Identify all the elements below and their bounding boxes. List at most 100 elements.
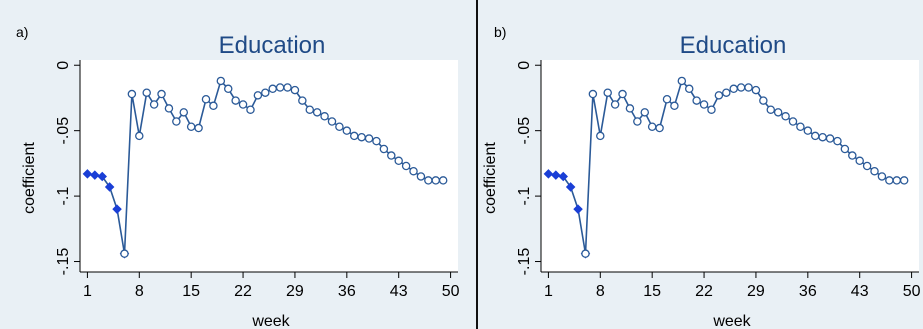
data-point-circle xyxy=(588,89,598,99)
x-tick-label: 43 xyxy=(390,283,408,300)
data-point-diamond xyxy=(82,169,93,179)
data-point-circle xyxy=(127,89,137,99)
data-point-circle xyxy=(788,117,798,126)
data-point-diamond xyxy=(565,182,576,192)
data-point-circle xyxy=(335,122,344,131)
data-point-circle xyxy=(862,161,872,171)
x-tick-label: 36 xyxy=(799,283,817,300)
data-point-circle xyxy=(899,176,909,185)
data-point-circle xyxy=(387,151,396,160)
data-point-circle xyxy=(692,96,701,105)
data-point-circle xyxy=(729,84,738,94)
x-tick-label: 50 xyxy=(442,283,460,300)
data-point-circle xyxy=(401,161,411,171)
data-point-circle xyxy=(283,83,292,92)
x-tick-label: 29 xyxy=(747,283,765,300)
data-point-circle xyxy=(744,83,753,92)
data-point-circle xyxy=(714,91,724,100)
data-point-circle xyxy=(773,108,783,117)
data-point-circle xyxy=(655,123,664,133)
chart-title: Education xyxy=(219,32,326,59)
data-point-circle xyxy=(209,101,218,111)
data-point-circle xyxy=(892,176,902,185)
data-point-circle xyxy=(848,151,857,160)
y-axis-title: coefficient xyxy=(482,142,499,214)
data-point-circle xyxy=(135,131,144,141)
data-point-circle xyxy=(298,96,307,105)
data-point-circle xyxy=(707,105,716,114)
data-point-circle xyxy=(640,108,650,117)
data-point-diamond xyxy=(573,204,583,214)
data-point-circle xyxy=(342,126,352,135)
y-tick-label: -.05 xyxy=(55,117,72,145)
x-tick-label: 8 xyxy=(135,283,144,300)
panel-label: a) xyxy=(16,24,28,40)
data-point-circle xyxy=(840,144,850,154)
data-point-circle xyxy=(305,105,315,114)
data-point-circle xyxy=(312,108,322,117)
data-point-circle xyxy=(603,88,612,97)
data-point-circle xyxy=(223,84,233,94)
x-tick-label: 43 xyxy=(851,283,869,300)
data-point-circle xyxy=(833,136,842,146)
data-point-circle xyxy=(238,100,248,109)
data-point-circle xyxy=(618,89,627,99)
data-point-circle xyxy=(216,76,226,86)
data-point-circle xyxy=(394,156,403,166)
x-axis-title: week xyxy=(251,313,290,329)
data-point-circle xyxy=(633,117,642,126)
data-point-circle xyxy=(201,95,211,104)
data-point-circle xyxy=(670,101,679,111)
plot-area xyxy=(541,60,919,272)
data-point-circle xyxy=(186,122,196,131)
data-point-circle xyxy=(870,166,879,176)
data-point-circle xyxy=(625,104,635,113)
data-point-circle xyxy=(194,123,203,133)
data-point-circle xyxy=(268,84,277,94)
data-point-circle xyxy=(759,96,768,105)
data-point-circle xyxy=(290,85,300,95)
data-point-diamond xyxy=(90,170,100,180)
data-point-circle xyxy=(825,134,835,143)
chart-title: Education xyxy=(680,32,787,59)
data-point-circle xyxy=(149,100,159,109)
data-point-circle xyxy=(231,96,240,105)
data-point-circle xyxy=(261,88,270,97)
data-point-diamond xyxy=(112,204,122,214)
data-point-circle xyxy=(722,88,731,97)
data-point-circle xyxy=(610,100,620,109)
x-tick-label: 1 xyxy=(83,283,92,300)
data-point-circle xyxy=(684,84,694,94)
x-tick-label: 50 xyxy=(903,283,921,300)
data-point-circle xyxy=(416,172,426,181)
data-point-circle xyxy=(327,117,337,126)
data-point-circle xyxy=(596,131,605,141)
x-tick-label: 15 xyxy=(643,283,661,300)
data-point-circle xyxy=(357,132,366,142)
data-point-circle xyxy=(736,83,746,92)
data-point-circle xyxy=(803,126,813,135)
data-point-circle xyxy=(699,100,709,109)
x-tick-label: 8 xyxy=(596,283,605,300)
data-point-circle xyxy=(662,95,672,104)
chart-panel-a: a) Education 1 8 15 22 29 36 43 50 0 -.05 -.1 -.15 wee… xyxy=(0,0,476,329)
data-point-circle xyxy=(372,136,381,146)
x-axis-title: week xyxy=(712,313,751,329)
data-point-circle xyxy=(275,83,285,92)
x-tick-label: 1 xyxy=(544,283,553,300)
y-tick-label: -.1 xyxy=(55,187,72,206)
panel-divider xyxy=(476,0,478,329)
data-point-circle xyxy=(855,156,864,166)
data-point-circle xyxy=(818,132,827,142)
data-point-circle xyxy=(409,166,418,176)
data-point-circle xyxy=(424,176,433,185)
x-tick-label: 22 xyxy=(234,283,252,300)
data-point-circle xyxy=(246,105,255,114)
data-point-circle xyxy=(164,104,174,113)
y-tick-label: -.1 xyxy=(516,187,533,206)
data-point-circle xyxy=(781,112,790,121)
data-point-circle xyxy=(810,131,820,141)
data-point-circle xyxy=(142,88,151,97)
data-point-circle xyxy=(431,176,441,185)
